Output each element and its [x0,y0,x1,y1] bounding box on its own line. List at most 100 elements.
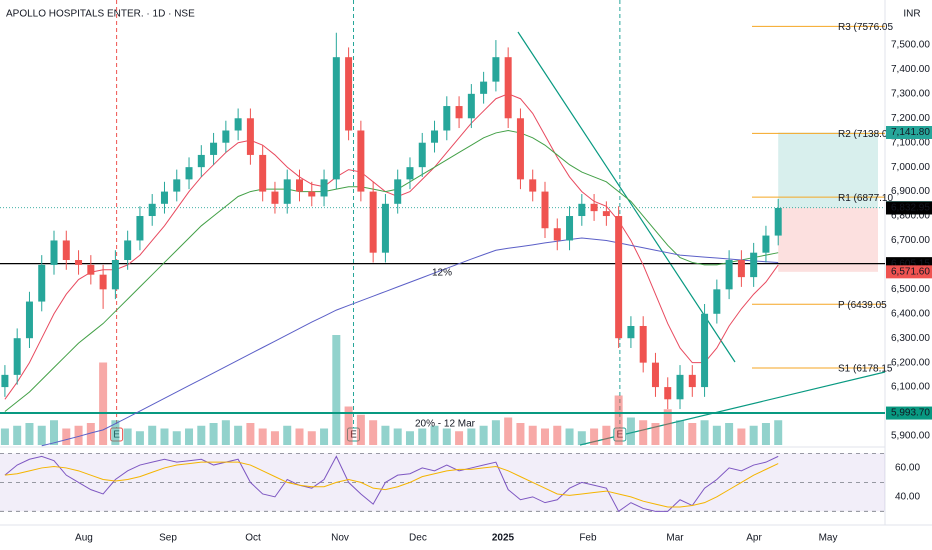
moving-average [4,129,779,412]
price-label: 7,141.80 [891,127,930,138]
volume-bar [221,420,230,445]
price-label: 6,832.95 [891,203,930,214]
candle-body [1,374,9,388]
volume-bar [467,428,476,445]
volume-bar [111,420,120,445]
y-tick-label: 7,000.00 [891,162,930,173]
pivot-label: R2 (7138.00 [838,129,893,140]
candle-body [737,260,745,278]
candle-body [234,118,242,131]
volume-bar [749,425,758,445]
y-tick-label: 7,300.00 [891,88,930,99]
candle-body [296,179,304,192]
candle-body [529,179,537,192]
candle-body [688,374,696,388]
candle-body [210,142,218,155]
y-tick-label: 5,900.00 [891,431,930,442]
volume-bar [712,425,721,445]
volume-bar [737,428,746,445]
volume-bar [86,423,95,445]
volume-bar [639,420,648,445]
candle-body [431,130,439,143]
position-stop [778,207,878,272]
volume-bar [197,425,206,445]
volume-bar [258,428,267,445]
volume-bar [209,423,218,445]
rsi-values [4,455,779,513]
volume-bar [590,428,599,445]
volume-bar [369,420,378,445]
volume-bar [540,428,549,445]
x-tick-label: Sep [159,533,177,544]
candle-body [774,207,782,236]
candle-body [185,167,193,180]
candle-body [406,167,414,180]
candle-body [651,362,659,388]
volume-bar [700,420,709,445]
candle-body [197,154,205,168]
volume-bar [381,425,390,445]
volume-bar [172,431,181,445]
rsi-tick-label: 40.00 [895,492,920,503]
volume-bar [626,417,635,445]
candle-body [320,179,328,197]
pivot-label: P (6439.05 [838,300,887,311]
chart-title: APOLLO HOSPITALS ENTER. · 1D · NSE [6,9,195,20]
y-tick-label: 6,200.00 [891,357,930,368]
volume-bar [479,425,488,445]
volume-bar [565,428,574,445]
volume-bar [234,425,243,445]
volume-bar [663,409,672,445]
candle-body [25,301,33,339]
pivot-label: R1 (6877.10 [838,193,893,204]
x-tick-label: Aug [75,533,93,544]
volume-bar [344,406,353,445]
candle-body [394,179,402,204]
candle-body [75,260,83,265]
candle-body [50,240,58,265]
volume-bar [651,423,660,445]
price-label-box [886,265,932,279]
y-tick-label: 6,900.00 [891,186,930,197]
candle-body [676,374,684,400]
volume-bar [307,431,316,445]
candle-body [701,313,709,388]
moving-average [4,93,779,400]
y-tick-label: 6,300.00 [891,333,930,344]
candle-body [111,260,119,290]
volume-bar [430,425,439,445]
x-tick-label: May [819,533,838,544]
candle-body [381,203,389,253]
volume-bar [99,362,108,445]
candle-body [246,118,254,155]
volume-bar [553,425,562,445]
volume-bar [614,395,623,445]
y-tick-label: 7,400.00 [891,64,930,75]
candle-body [332,57,340,180]
candle-body [664,387,672,400]
volume-bar [320,428,329,445]
candle-body [566,216,574,241]
y-tick-label: 6,400.00 [891,308,930,319]
candle-body [590,203,598,212]
x-tick-label: Mar [666,533,684,544]
candle-body [13,338,21,375]
candle-body [418,142,426,168]
candle-body [87,264,95,275]
x-tick-label: Feb [579,533,597,544]
x-tick-label: 2025 [492,533,515,544]
y-tick-label: 6,100.00 [891,382,930,393]
candle-body [369,191,377,253]
volume-bar [148,425,157,445]
y-tick-label: 6,700.00 [891,235,930,246]
y-tick-label: 6,800.00 [891,211,930,222]
volume-bar [393,428,402,445]
volume-bar [455,431,464,445]
price-label: 6,571.60 [891,266,930,277]
candle-body [259,154,267,192]
candle-body [99,274,107,290]
pivot-label: S1 (6178.15 [838,364,893,375]
candle-body [627,325,635,339]
